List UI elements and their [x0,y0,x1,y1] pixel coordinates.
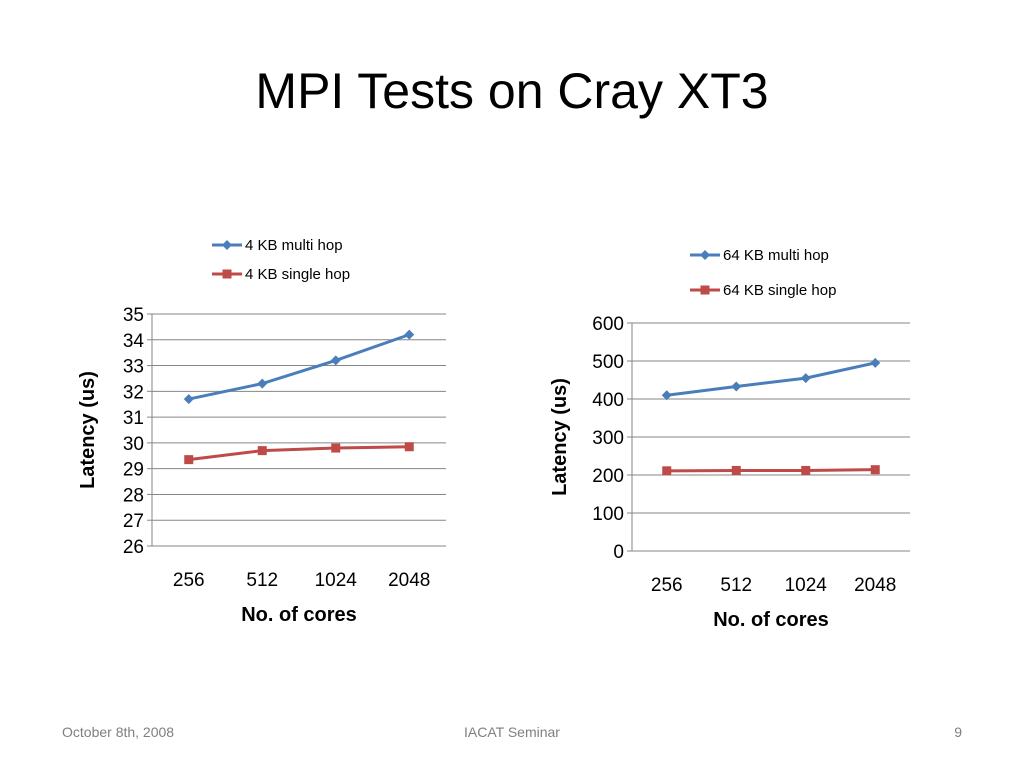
x-tick-label: 1024 [315,570,358,591]
y-tick-label: 400 [592,390,624,411]
y-tick-label: 32 [123,382,144,403]
legend-marker [222,240,232,250]
data-point [801,465,811,475]
series-1 [183,329,415,405]
y-tick-label: 34 [123,331,145,352]
x-tick-label: 256 [173,570,205,591]
footer-center-text: IACAT Seminar [464,724,560,740]
data-point [404,442,414,452]
footer-date: October 8th, 2008 [62,724,175,740]
y-tick-label: 31 [123,408,144,429]
y-tick-label: 26 [123,537,144,558]
y-tick-label: 30 [123,434,144,455]
y-tick-label: 33 [123,357,144,378]
y-axis-title: Latency (us) [549,378,571,496]
series-line [666,361,876,397]
legend-label: 4 KB single hop [245,266,350,283]
data-point [870,465,880,475]
data-point [257,446,267,456]
legend-marker [222,269,232,279]
legend-marker [700,285,710,295]
data-point [731,465,741,475]
data-point [183,394,194,405]
y-tick-label: 28 [123,485,144,506]
chart-2: 0 100 200 300 400 500 600 256 512 1024 2048 No. of … [549,247,910,631]
y-tick-label: 29 [123,460,144,481]
data-point [330,355,341,366]
y-tick-label: 600 [592,314,624,335]
x-tick-label: 512 [720,575,752,596]
y-axis-title: Latency (us) [77,371,99,489]
x-tick-label: 256 [651,575,683,596]
series-1 [661,357,881,401]
legend-entry: 64 KB single hop [690,282,836,299]
data-point [662,466,672,476]
legend-label: 64 KB multi hop [723,247,829,264]
legend-label: 4 KB multi hop [245,237,343,254]
data-point [404,329,415,340]
x-axis-title: No. of cores [241,604,357,626]
data-point [331,443,341,453]
data-point [731,381,742,392]
legend-entry: 4 KB single hop [212,266,350,283]
x-tick-label: 2048 [854,575,896,596]
data-point [661,390,672,401]
legend-entry: 4 KB multi hop [212,237,343,254]
slide-title: MPI Tests on Cray XT3 [255,63,769,119]
data-point [184,455,194,465]
chart-1: 26 27 28 29 30 31 32 33 34 35 256 512 1024 2048 No. of… [77,237,446,626]
legend-entry: 64 KB multi hop [690,247,829,264]
series-line [188,445,410,462]
series-line [666,468,876,473]
legend-label: 64 KB single hop [723,282,836,299]
data-point [870,357,881,368]
x-tick-label: 1024 [785,575,828,596]
x-axis-title: No. of cores [713,609,829,631]
series-2 [662,465,880,476]
x-tick-label: 512 [246,570,278,591]
data-point [257,378,268,389]
footer-page-number: 9 [954,724,962,740]
series-2 [184,442,414,465]
y-tick-label: 300 [592,428,624,449]
series-line [188,333,410,401]
y-tick-label: 100 [592,504,624,525]
legend-marker [700,250,710,260]
data-point [800,373,811,384]
y-tick-label: 35 [123,305,144,326]
x-tick-label: 2048 [388,570,430,591]
y-tick-label: 27 [123,511,144,532]
y-tick-label: 0 [613,542,624,563]
y-tick-label: 500 [592,352,624,373]
y-tick-label: 200 [592,466,624,487]
